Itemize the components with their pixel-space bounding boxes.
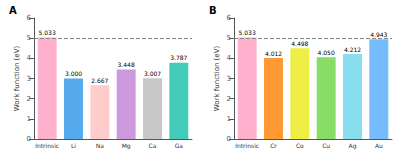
svg-text:5.033: 5.033 (39, 29, 56, 36)
svg-text:Ag: Ag (349, 142, 357, 150)
svg-text:Intrinsic: Intrinsic (235, 142, 259, 149)
svg-text:2: 2 (227, 95, 231, 103)
svg-text:4: 4 (27, 54, 32, 62)
svg-text:Work function (eV): Work function (eV) (213, 46, 221, 112)
svg-text:5.033: 5.033 (239, 29, 256, 36)
svg-text:6: 6 (227, 14, 232, 22)
svg-text:2.667: 2.667 (91, 77, 108, 84)
svg-text:3: 3 (27, 75, 31, 83)
svg-text:4.498: 4.498 (291, 40, 308, 47)
svg-text:Mg: Mg (122, 142, 131, 150)
svg-text:6: 6 (27, 14, 32, 22)
svg-text:4.012: 4.012 (265, 50, 282, 57)
svg-text:A: A (9, 5, 17, 16)
svg-text:3: 3 (227, 75, 231, 83)
svg-text:4: 4 (227, 54, 232, 62)
svg-text:4.050: 4.050 (318, 49, 335, 56)
svg-text:Li: Li (71, 142, 76, 149)
svg-text:3.787: 3.787 (170, 54, 187, 61)
svg-text:Work function (eV): Work function (eV) (13, 46, 21, 112)
svg-text:Cr: Cr (270, 142, 277, 149)
svg-text:3.007: 3.007 (144, 70, 161, 77)
svg-text:B: B (209, 5, 217, 16)
svg-text:Ga: Ga (175, 142, 184, 149)
svg-text:Co: Co (296, 142, 304, 149)
svg-text:4.212: 4.212 (344, 46, 361, 53)
svg-text:Au: Au (375, 142, 383, 149)
svg-text:3.448: 3.448 (118, 61, 135, 68)
svg-text:3.000: 3.000 (65, 70, 82, 77)
svg-text:1: 1 (227, 115, 231, 123)
svg-text:0: 0 (227, 135, 231, 143)
svg-text:1: 1 (27, 115, 31, 123)
svg-text:Ca: Ca (149, 142, 157, 149)
svg-text:2: 2 (27, 95, 31, 103)
svg-text:Cu: Cu (322, 142, 330, 149)
svg-text:5: 5 (27, 34, 31, 42)
svg-text:0: 0 (27, 135, 31, 143)
svg-text:5: 5 (227, 34, 231, 42)
svg-text:4.943: 4.943 (370, 31, 387, 38)
svg-text:Na: Na (96, 142, 104, 149)
svg-text:Intrinsic: Intrinsic (35, 142, 59, 149)
